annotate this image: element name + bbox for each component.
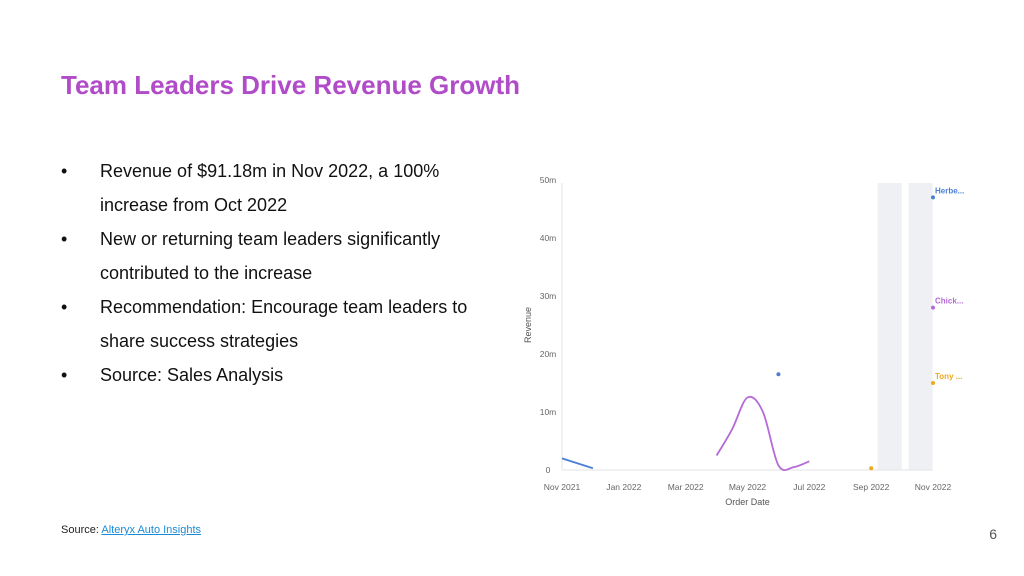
bullet-symbol: • <box>61 161 68 181</box>
source-footnote: Source: Alteryx Auto Insights <box>61 524 201 536</box>
y-tick-label: 20m <box>540 349 557 359</box>
series-line <box>715 395 810 472</box>
data-point <box>869 466 874 471</box>
series-end-point <box>931 195 935 200</box>
x-tick-label: May 2022 <box>729 482 767 492</box>
source-label: Source: <box>61 524 99 536</box>
y-axis-label: Revenue <box>523 307 533 343</box>
series-label: Herbe... <box>935 186 964 195</box>
slide-title: Team Leaders Drive Revenue Growth <box>61 70 521 100</box>
x-axis-label: Order Date <box>725 497 770 507</box>
bullet-text: Recommendation: Encourage team leaders t… <box>100 297 468 351</box>
y-tick-label: 30m <box>540 291 557 301</box>
series-end-point <box>931 305 935 310</box>
series-end-point <box>931 381 935 385</box>
x-tick-label: Mar 2022 <box>668 482 704 492</box>
revenue-line-chart: 0 10m 20m 30m 40m 50m Nov 2021 Jan 2022 Mar 2022… <box>523 175 964 507</box>
bullet-text: New or returning team leaders significan… <box>100 229 441 283</box>
x-tick-label: Jan 2022 <box>606 482 641 492</box>
x-tick-label: Sep 2022 <box>853 482 890 492</box>
x-tick-label: Nov 2021 <box>544 482 581 492</box>
page-number: 6 <box>989 526 997 542</box>
series-label: Chick... <box>935 297 963 306</box>
bullet-item: • Source: Sales Analysis <box>61 358 501 392</box>
y-tick-label: 50m <box>540 175 557 185</box>
bullet-list: • Revenue of $91.18m in Nov 2022, a 100% … <box>61 154 501 392</box>
x-tick-label: Jul 2022 <box>793 482 825 492</box>
x-tick-label: Nov 2022 <box>915 482 952 492</box>
series-line <box>561 457 594 470</box>
bullet-item: • Recommendation: Encourage team leaders … <box>61 290 501 358</box>
bullet-text: Source: Sales Analysis <box>100 365 284 385</box>
y-tick-label: 10m <box>540 407 557 417</box>
highlight-band <box>908 183 933 470</box>
bullet-item: • Revenue of $91.18m in Nov 2022, a 100% … <box>61 154 501 222</box>
bullet-symbol: • <box>61 365 68 385</box>
bullet-item: • New or returning team leaders significa… <box>61 222 501 290</box>
y-tick-label: 0 <box>546 465 551 475</box>
series-label: Tony ... <box>935 372 962 381</box>
bullet-text: Revenue of $91.18m in Nov 2022, a 100% i… <box>100 161 440 215</box>
source-link[interactable]: Alteryx Auto Insights <box>101 524 202 536</box>
y-tick-label: 40m <box>540 233 557 243</box>
highlight-band <box>877 183 902 470</box>
bullet-symbol: • <box>61 229 68 249</box>
data-point <box>776 372 781 377</box>
bullet-symbol: • <box>61 297 68 317</box>
